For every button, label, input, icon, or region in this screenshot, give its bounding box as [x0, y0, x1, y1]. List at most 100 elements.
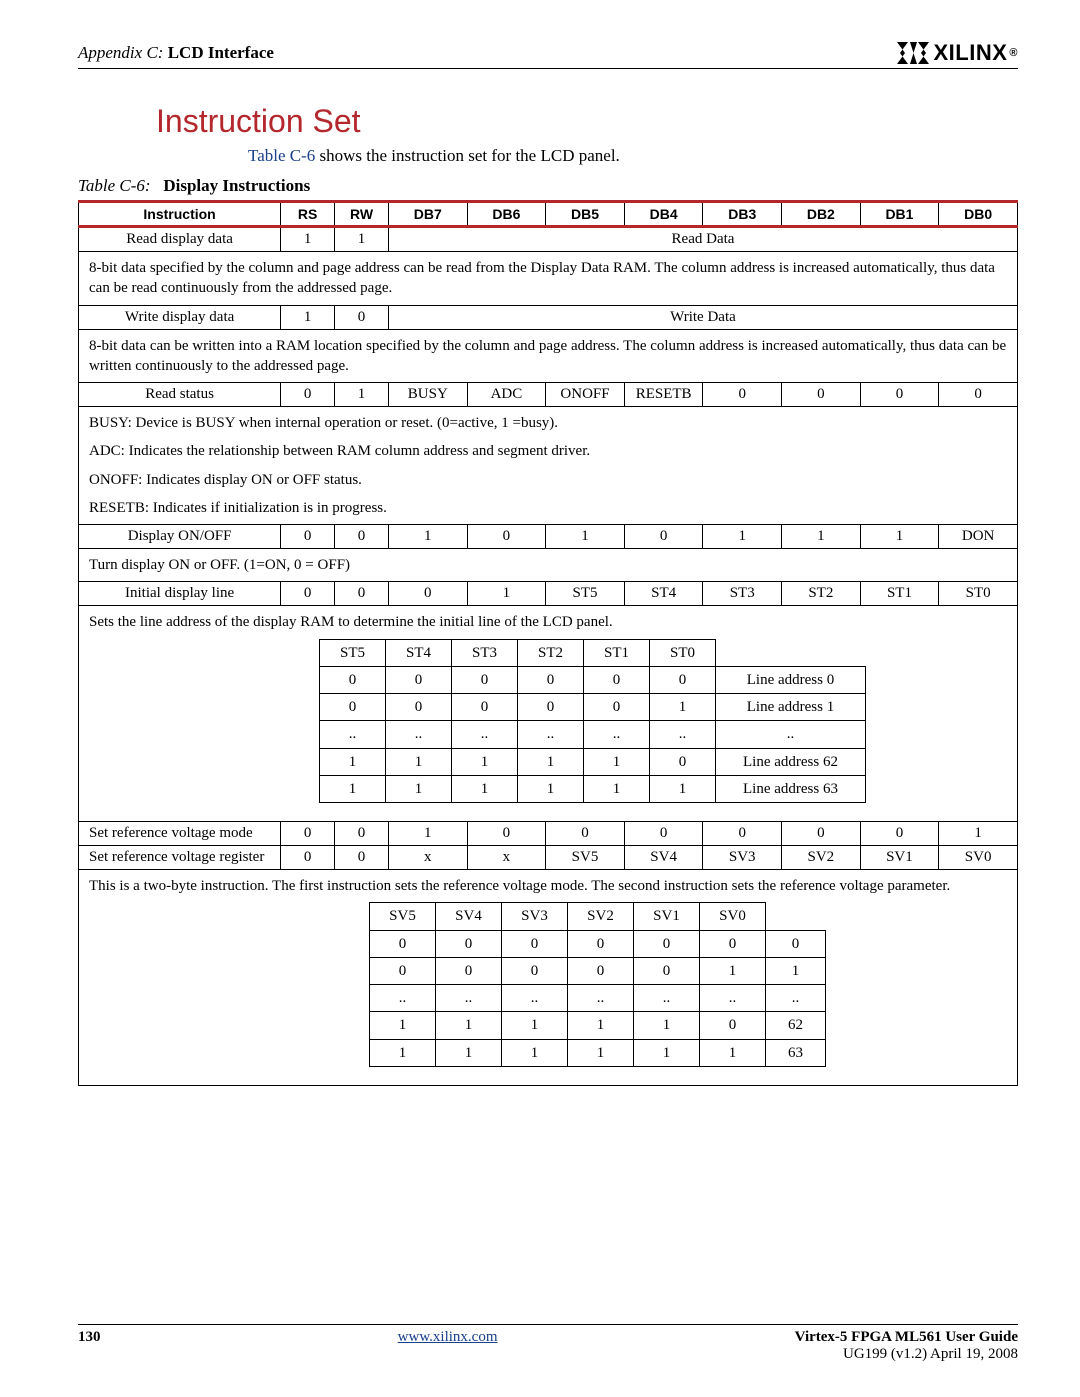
sub-label: 1 [766, 957, 826, 984]
sub-label: 0 [766, 930, 826, 957]
col-db2: DB2 [782, 202, 861, 227]
sub-c: .. [518, 721, 584, 748]
sub-c: 1 [452, 775, 518, 802]
cell-db: SV0 [939, 846, 1018, 870]
initial-line-desc: Sets the line address of the display RAM… [89, 614, 613, 630]
sub-c: .. [700, 985, 766, 1012]
cell-db: SV1 [860, 846, 939, 870]
sub-c: 0 [320, 666, 386, 693]
sub-c: 1 [386, 775, 452, 802]
cell-rs: 0 [281, 525, 335, 549]
footer-url-link[interactable]: www.xilinx.com [398, 1329, 498, 1345]
caption-title: Display Instructions [163, 176, 310, 195]
sub-c: 1 [370, 1012, 436, 1039]
cell-rs: 0 [281, 582, 335, 606]
sub-label: Line address 1 [716, 694, 866, 721]
sub-c: 1 [502, 1012, 568, 1039]
sub-c: 1 [518, 775, 584, 802]
sub-c: 0 [584, 694, 650, 721]
section-title: Instruction Set [156, 103, 1018, 140]
sub-c: 1 [700, 957, 766, 984]
table-header: Instruction RS RW DB7 DB6 DB5 DB4 DB3 DB… [79, 202, 1018, 227]
intro-rest: shows the instruction set for the LCD pa… [315, 146, 620, 165]
sub-c: 0 [370, 957, 436, 984]
cell-name: Initial display line [79, 582, 281, 606]
intro-table-link[interactable]: Table C-6 [248, 146, 315, 165]
cell-db: 0 [467, 822, 546, 846]
cell-db: SV5 [546, 846, 625, 870]
sub-c: 0 [386, 694, 452, 721]
cell-db: 0 [624, 525, 703, 549]
table-row: 8-bit data can be written into a RAM loc… [79, 329, 1018, 383]
table-caption: Table C-6: Display Instructions [78, 176, 1018, 196]
table-row: 8-bit data specified by the column and p… [79, 252, 1018, 306]
status-desc-busy: BUSY: Device is BUSY when internal opera… [89, 413, 1007, 433]
page-header: Appendix C: LCD Interface XILINX ® [78, 40, 1018, 69]
sub-h: ST1 [584, 639, 650, 666]
cell-db: 0 [703, 822, 782, 846]
sub-c: 1 [584, 748, 650, 775]
cell-name: Read status [79, 383, 281, 407]
page: Appendix C: LCD Interface XILINX ® Instr… [0, 0, 1080, 1397]
sub-c: 1 [452, 748, 518, 775]
sub-c: .. [502, 985, 568, 1012]
sub-c: .. [436, 985, 502, 1012]
sub-c: 0 [452, 694, 518, 721]
cell-desc: Sets the line address of the display RAM… [79, 606, 1018, 822]
cell-db: ST1 [860, 582, 939, 606]
sub-c: 0 [436, 930, 502, 957]
sub-label: .. [716, 721, 866, 748]
cell-desc: BUSY: Device is BUSY when internal opera… [79, 407, 1018, 525]
cell-db: 0 [546, 822, 625, 846]
cell-desc: 8-bit data can be written into a RAM loc… [79, 329, 1018, 383]
cell-db: 1 [388, 525, 467, 549]
col-rs: RS [281, 202, 335, 227]
sub-c: 1 [320, 775, 386, 802]
sub-h: ST4 [386, 639, 452, 666]
sub-c: 0 [584, 666, 650, 693]
cell-db: 0 [782, 383, 861, 407]
cell-db: 1 [546, 525, 625, 549]
col-instruction: Instruction [79, 202, 281, 227]
cell-name: Display ON/OFF [79, 525, 281, 549]
cell-db: SV3 [703, 846, 782, 870]
cell-rw: 0 [335, 822, 389, 846]
footer-rev: UG199 (v1.2) April 19, 2008 [795, 1346, 1018, 1363]
cell-db: ST3 [703, 582, 782, 606]
sub-h: ST3 [452, 639, 518, 666]
table-row: Write display data 1 0 Write Data [79, 305, 1018, 329]
sub-h: SV4 [436, 903, 502, 930]
cell-rw: 0 [335, 525, 389, 549]
table-row: Set reference voltage mode 0 0 1 0 0 0 0… [79, 822, 1018, 846]
cell-db: BUSY [388, 383, 467, 407]
sub-c: 1 [386, 748, 452, 775]
sub-label: Line address 63 [716, 775, 866, 802]
sub-c: 0 [502, 957, 568, 984]
table-row: Display ON/OFF 0 0 1 0 1 0 1 1 1 DON [79, 525, 1018, 549]
sub-c: 0 [700, 930, 766, 957]
cell-db: 1 [388, 822, 467, 846]
sub-h: SV1 [634, 903, 700, 930]
sub-c: 0 [386, 666, 452, 693]
cell-db: ST0 [939, 582, 1018, 606]
cell-rw: 0 [335, 582, 389, 606]
sub-c: .. [452, 721, 518, 748]
cell-rs: 0 [281, 383, 335, 407]
cell-db: x [467, 846, 546, 870]
cell-db: DON [939, 525, 1018, 549]
sub-c: 0 [370, 930, 436, 957]
table-row: Read status 0 1 BUSY ADC ONOFF RESETB 0 … [79, 383, 1018, 407]
sub-c: 1 [502, 1039, 568, 1066]
sub-c: 1 [650, 694, 716, 721]
sub-h: SV2 [568, 903, 634, 930]
cell-db: RESETB [624, 383, 703, 407]
appendix-prefix: Appendix C: [78, 43, 163, 62]
appendix-title: LCD Interface [168, 43, 274, 62]
col-rw: RW [335, 202, 389, 227]
cell-rs: 0 [281, 822, 335, 846]
sub-c: 0 [320, 694, 386, 721]
sub-c: 0 [650, 748, 716, 775]
table-row: BUSY: Device is BUSY when internal opera… [79, 407, 1018, 525]
sub-c: 1 [436, 1012, 502, 1039]
col-db4: DB4 [624, 202, 703, 227]
